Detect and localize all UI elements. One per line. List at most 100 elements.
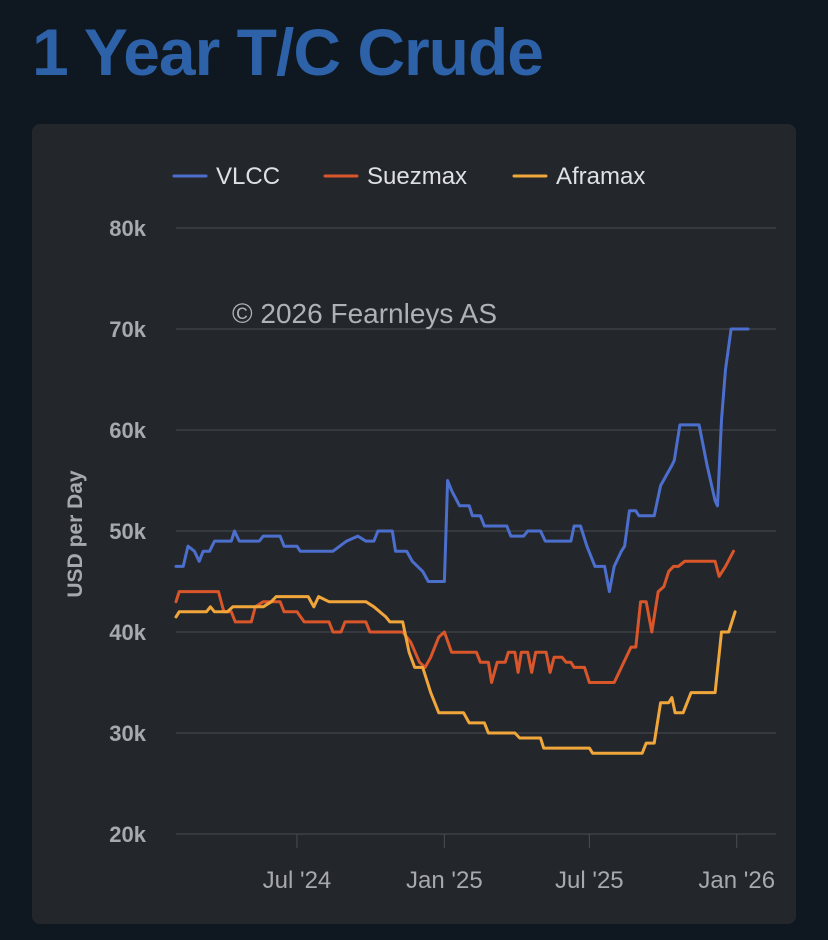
data-point-suezmax [174, 600, 178, 603]
data-point-vlcc [670, 464, 674, 467]
data-point-vlcc [446, 479, 449, 482]
data-point-suezmax [560, 656, 564, 659]
data-point-vlcc [376, 529, 380, 533]
data-point-aframax [209, 605, 212, 608]
data-point-aframax [645, 741, 648, 745]
data-point-suezmax [230, 610, 233, 613]
data-point-suezmax [564, 661, 568, 664]
data-point-vlcc [673, 459, 676, 462]
data-point-vlcc [522, 534, 525, 538]
data-point-suezmax [520, 651, 523, 654]
data-point-vlcc [331, 550, 335, 553]
data-point-vlcc [278, 534, 282, 538]
chart-card: 20k 30k 40k 50k 60k 70k 80k Jul '24 Jan '25 Jul … [32, 124, 796, 924]
data-point-aframax [733, 610, 737, 613]
data-point-vlcc [405, 550, 408, 553]
series-line-suezmax [174, 549, 735, 684]
series-lines [174, 327, 750, 755]
data-point-vlcc [411, 560, 414, 563]
data-point-vlcc [468, 504, 471, 507]
data-point-vlcc [364, 539, 368, 543]
data-point-vlcc [613, 565, 616, 568]
data-point-suezmax [262, 600, 265, 603]
data-point-suezmax [278, 600, 282, 603]
page-title: 1 Year T/C Crude [32, 15, 544, 89]
data-point-suezmax [645, 600, 648, 603]
data-point-suezmax [717, 575, 721, 578]
data-point-vlcc [213, 539, 216, 543]
data-point-vlcc [572, 524, 576, 528]
y-tick-label: 40k [109, 620, 146, 645]
data-point-aframax [262, 605, 265, 608]
data-point-vlcc [233, 529, 236, 533]
data-point-suezmax [732, 550, 735, 553]
data-point-vlcc [208, 550, 211, 553]
data-point-aframax [727, 630, 730, 634]
data-point-suezmax [530, 671, 533, 674]
data-point-aframax [437, 711, 440, 714]
data-point-suezmax [713, 560, 717, 563]
legend-item-vlcc[interactable]: VLCC [172, 163, 280, 190]
data-point-aframax [659, 701, 662, 704]
data-point-vlcc [202, 550, 205, 553]
data-point-vlcc [620, 550, 623, 553]
data-point-vlcc [746, 327, 750, 331]
legend-item-suezmax[interactable]: Suezmax [323, 163, 467, 190]
data-point-suezmax [409, 640, 412, 644]
data-point-vlcc [585, 545, 589, 548]
data-point-vlcc [716, 504, 719, 507]
x-axis-ticks: Jul '24 Jan '25 Jul '25 Jan '26 [263, 834, 775, 894]
data-point-aframax [388, 620, 392, 624]
data-point-vlcc [659, 484, 662, 487]
data-point-suezmax [683, 560, 686, 563]
data-point-suezmax [331, 630, 335, 634]
series-vlcc [174, 327, 750, 594]
data-point-vlcc [678, 423, 682, 427]
data-point-suezmax [513, 651, 517, 654]
credit-text: © 2026 Fearnleys AS [232, 298, 497, 329]
data-point-suezmax [569, 661, 573, 664]
data-point-suezmax [475, 651, 478, 654]
data-point-vlcc [697, 423, 701, 427]
data-point-suezmax [339, 630, 343, 634]
data-point-vlcc [345, 539, 348, 543]
data-point-aframax [462, 711, 465, 714]
data-point-suezmax [450, 651, 453, 654]
data-point-suezmax [620, 666, 623, 669]
data-point-suezmax [327, 620, 331, 624]
data-point-aframax [213, 610, 216, 613]
data-point-suezmax [487, 661, 490, 664]
data-point-suezmax [234, 620, 237, 624]
data-point-suezmax [583, 666, 586, 669]
data-point-suezmax [443, 630, 446, 634]
data-point-vlcc [458, 504, 461, 507]
data-point-vlcc [608, 590, 611, 593]
data-point-aframax [487, 731, 490, 735]
data-point-aframax [713, 691, 717, 694]
data-point-suezmax [429, 656, 432, 659]
data-point-suezmax [343, 620, 347, 624]
data-point-vlcc [258, 539, 261, 543]
data-point-aframax [401, 620, 404, 624]
data-point-vlcc [509, 534, 512, 538]
data-point-vlcc [653, 514, 656, 517]
data-point-vlcc [483, 524, 486, 528]
x-tick-label: Jan '26 [698, 867, 775, 894]
legend: VLCC Suezmax Aframax [172, 163, 645, 190]
legend-label-aframax: Aframax [556, 163, 645, 190]
data-point-aframax [542, 746, 545, 750]
legend-item-aframax[interactable]: Aframax [512, 163, 645, 190]
data-point-vlcc [391, 529, 394, 533]
data-point-suezmax [496, 661, 499, 664]
data-point-aframax [429, 691, 432, 694]
data-point-aframax [231, 605, 235, 608]
data-point-suezmax [303, 620, 306, 624]
data-point-suezmax [572, 666, 576, 669]
y-axis-title: USD per Day [64, 470, 87, 598]
data-point-vlcc [713, 499, 717, 502]
data-point-aframax [513, 731, 517, 735]
data-point-aframax [588, 746, 591, 750]
data-point-aframax [681, 711, 685, 714]
data-point-aframax [483, 721, 486, 725]
data-point-suezmax [479, 661, 482, 664]
